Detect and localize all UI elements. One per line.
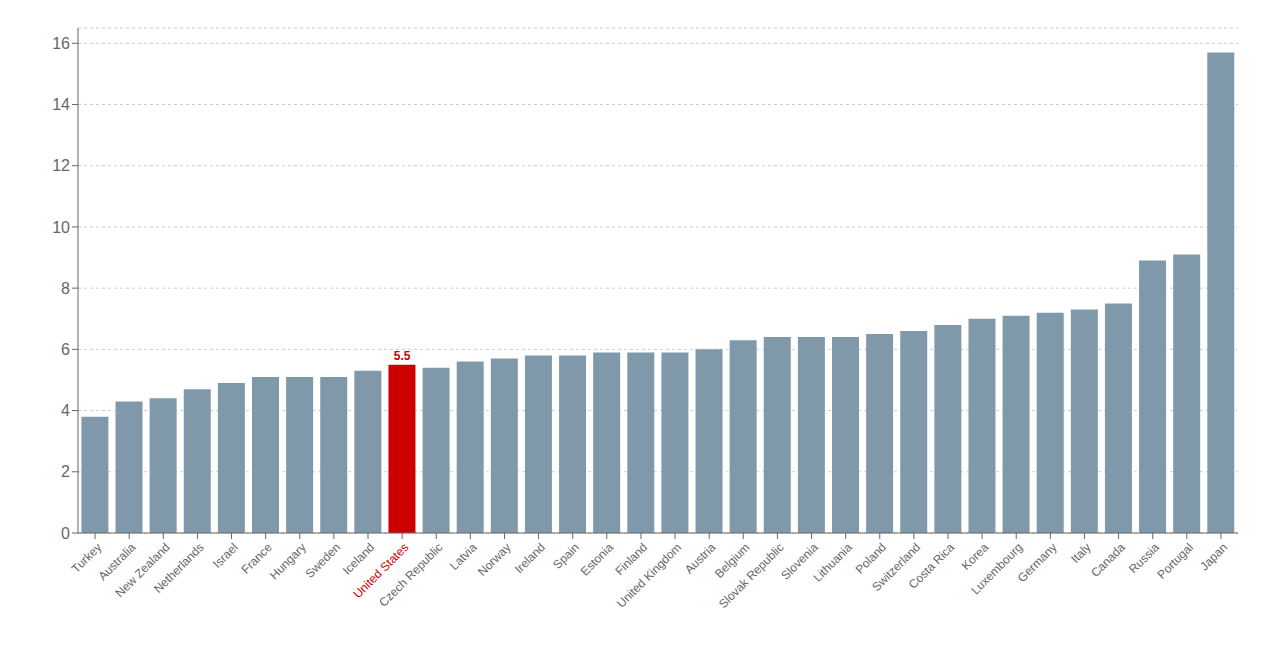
svg-text:0: 0 [61, 525, 70, 542]
svg-text:Australia: Australia [95, 540, 139, 584]
svg-text:Portugal: Portugal [1155, 540, 1197, 582]
svg-text:New Zealand: New Zealand [112, 540, 173, 601]
svg-text:Germany: Germany [1015, 540, 1060, 585]
svg-text:United Kingdom: United Kingdom [614, 540, 684, 610]
svg-text:Finland: Finland [612, 540, 651, 578]
svg-text:Italy: Italy [1068, 540, 1093, 565]
svg-text:Switzerland: Switzerland [869, 540, 924, 595]
svg-text:Sweden: Sweden [303, 540, 344, 581]
svg-text:Turkey: Turkey [68, 540, 105, 576]
svg-text:Norway: Norway [475, 540, 514, 579]
svg-text:Slovak Republic: Slovak Republic [716, 540, 787, 611]
svg-text:Iceland: Iceland [339, 540, 378, 578]
svg-text:Costa Rica: Costa Rica [906, 540, 958, 592]
svg-text:Estonia: Estonia [578, 540, 616, 578]
svg-text:Ireland: Ireland [512, 540, 548, 576]
svg-text:Russia: Russia [1126, 540, 1162, 577]
svg-text:Spain: Spain [550, 540, 582, 572]
svg-text:Latvia: Latvia [447, 540, 480, 573]
svg-text:United States: United States [350, 540, 412, 602]
svg-text:Netherlands: Netherlands [151, 540, 207, 596]
svg-text:Japan: Japan [1197, 540, 1230, 573]
svg-text:Belgium: Belgium [711, 540, 753, 581]
svg-text:5.5: 5.5 [394, 349, 411, 363]
svg-text:Lithuania: Lithuania [810, 540, 855, 585]
svg-text:Luxembourg: Luxembourg [968, 540, 1025, 597]
svg-text:Slovenia: Slovenia [778, 540, 821, 583]
svg-text:Poland: Poland [852, 540, 889, 577]
svg-text:Hungary: Hungary [267, 540, 309, 582]
svg-text:16: 16 [52, 35, 70, 52]
svg-text:Israel: Israel [210, 540, 241, 571]
svg-text:Korea: Korea [958, 540, 992, 573]
svg-text:12: 12 [52, 157, 70, 174]
svg-text:2: 2 [61, 463, 70, 480]
svg-text:Austria: Austria [682, 540, 719, 577]
svg-text:Czech Republic: Czech Republic [376, 540, 445, 609]
svg-text:Canada: Canada [1088, 540, 1128, 580]
svg-text:6: 6 [61, 341, 70, 358]
svg-text:France: France [238, 540, 275, 577]
svg-text:4: 4 [61, 402, 70, 419]
svg-text:8: 8 [61, 280, 70, 297]
svg-text:10: 10 [52, 219, 70, 236]
svg-text:14: 14 [52, 96, 70, 113]
